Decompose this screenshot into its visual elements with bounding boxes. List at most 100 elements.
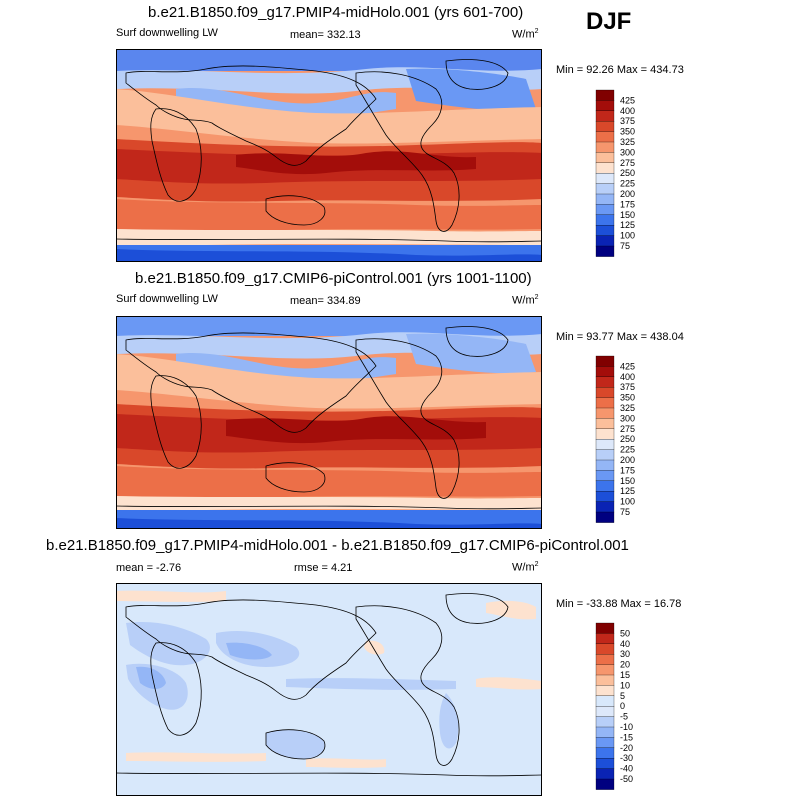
colorbar-swatch bbox=[595, 204, 615, 216]
colorbar-tick-label: 300 bbox=[620, 413, 635, 423]
season-label: DJF bbox=[586, 8, 632, 35]
colorbar-swatch bbox=[595, 387, 615, 398]
colorbar-tick-label: 425 bbox=[620, 361, 635, 371]
panel3-rmse-label: rmse = 4.21 bbox=[294, 562, 353, 574]
colorbar-swatch bbox=[595, 183, 615, 195]
colorbar-tick-label: 275 bbox=[620, 158, 635, 168]
colorbar-swatch bbox=[595, 428, 615, 440]
colorbar-swatch bbox=[595, 758, 615, 769]
colorbar-swatch bbox=[595, 397, 615, 409]
panel2-mean-label: mean= 334.89 bbox=[290, 295, 361, 307]
panel2-units-label: W/m2 bbox=[512, 294, 539, 307]
colorbar-swatch bbox=[595, 214, 615, 226]
colorbar-tick-label: 375 bbox=[620, 116, 635, 126]
colorbar-swatch bbox=[595, 407, 615, 419]
colorbar-tick-label: 275 bbox=[620, 424, 635, 434]
colorbar-tick-label: -20 bbox=[620, 743, 633, 753]
colorbar-tick-label: 75 bbox=[620, 241, 630, 251]
colorbar-tick-label: 100 bbox=[620, 231, 635, 241]
colorbar-tick-label: -15 bbox=[620, 732, 633, 742]
panel2-map bbox=[115, 316, 543, 529]
colorbar-tick-label: 250 bbox=[620, 434, 635, 444]
colorbar-swatch bbox=[595, 162, 615, 174]
panel1-colorbar-swatches bbox=[595, 89, 615, 257]
colorbar-swatch bbox=[595, 491, 615, 502]
colorbar-tick-label: 300 bbox=[620, 147, 635, 157]
colorbar-swatch bbox=[595, 622, 615, 634]
colorbar-swatch bbox=[595, 173, 615, 184]
colorbar-swatch bbox=[595, 449, 615, 461]
panel3-colorbar-swatches bbox=[595, 622, 615, 790]
colorbar-tick-label: 125 bbox=[620, 220, 635, 230]
colorbar-swatch bbox=[595, 501, 615, 513]
colorbar-tick-label: -5 bbox=[620, 712, 628, 722]
colorbar-swatch bbox=[595, 110, 615, 122]
colorbar-swatch bbox=[595, 193, 615, 205]
panel2-title: b.e21.B1850.f09_g17.CMIP6-piControl.001 … bbox=[135, 270, 532, 287]
colorbar-tick-label: 15 bbox=[620, 670, 630, 680]
colorbar-tick-label: 150 bbox=[620, 476, 635, 486]
panel1-units-label: W/m2 bbox=[512, 28, 539, 41]
panel1-colorbar: 4254003753503253002752502252001751501251… bbox=[595, 89, 635, 257]
panel1-variable-label: Surf downwelling LW bbox=[116, 27, 218, 39]
panel3-minmax-label: Min = -33.88 Max = 16.78 bbox=[556, 598, 682, 610]
colorbar-tick-label: 225 bbox=[620, 445, 635, 455]
colorbar-swatch bbox=[595, 366, 615, 378]
colorbar-swatch bbox=[595, 225, 615, 236]
colorbar-swatch bbox=[595, 152, 615, 164]
colorbar-tick-label: 200 bbox=[620, 189, 635, 199]
colorbar-swatch bbox=[595, 235, 615, 247]
colorbar-tick-label: 225 bbox=[620, 179, 635, 189]
colorbar-tick-label: 425 bbox=[620, 95, 635, 105]
colorbar-tick-label: 250 bbox=[620, 168, 635, 178]
colorbar-swatch bbox=[595, 355, 615, 367]
colorbar-swatch bbox=[595, 511, 615, 523]
colorbar-tick-label: -10 bbox=[620, 722, 633, 732]
colorbar-tick-label: 400 bbox=[620, 106, 635, 116]
panel1-minmax-label: Min = 92.26 Max = 434.73 bbox=[556, 64, 684, 76]
panel1-title: b.e21.B1850.f09_g17.PMIP4-midHolo.001 (y… bbox=[148, 4, 524, 21]
colorbar-tick-label: 40 bbox=[620, 639, 630, 649]
colorbar-tick-label: 100 bbox=[620, 497, 635, 507]
colorbar-tick-label: 350 bbox=[620, 127, 635, 137]
panel2-variable-label: Surf downwelling LW bbox=[116, 293, 218, 305]
colorbar-swatch bbox=[595, 768, 615, 780]
colorbar-swatch bbox=[595, 695, 615, 707]
panel3-map bbox=[115, 583, 543, 796]
colorbar-tick-label: 50 bbox=[620, 628, 630, 638]
colorbar-swatch bbox=[595, 121, 615, 132]
colorbar-swatch bbox=[595, 778, 615, 790]
colorbar-tick-label: 200 bbox=[620, 455, 635, 465]
colorbar-tick-label: 350 bbox=[620, 393, 635, 403]
colorbar-swatch bbox=[595, 664, 615, 676]
colorbar-swatch bbox=[595, 726, 615, 738]
colorbar-tick-label: -30 bbox=[620, 753, 633, 763]
colorbar-swatch bbox=[595, 376, 615, 388]
panel3-mean-label: mean = -2.76 bbox=[116, 562, 182, 574]
colorbar-swatch bbox=[595, 418, 615, 430]
colorbar-tick-label: 0 bbox=[620, 701, 625, 711]
colorbar-swatch bbox=[595, 747, 615, 759]
colorbar-swatch bbox=[595, 459, 615, 471]
colorbar-swatch bbox=[595, 654, 615, 665]
panel3-title: b.e21.B1850.f09_g17.PMIP4-midHolo.001 - … bbox=[46, 537, 629, 554]
colorbar-swatch bbox=[595, 737, 615, 749]
panel2-colorbar: 4254003753503253002752502252001751501251… bbox=[595, 355, 635, 523]
colorbar-swatch bbox=[595, 706, 615, 717]
colorbar-swatch bbox=[595, 716, 615, 728]
colorbar-swatch bbox=[595, 685, 615, 697]
colorbar-tick-label: 20 bbox=[620, 660, 630, 670]
colorbar-tick-label: 175 bbox=[620, 199, 635, 209]
colorbar-tick-label: 10 bbox=[620, 680, 630, 690]
colorbar-swatch bbox=[595, 480, 615, 492]
colorbar-tick-label: -40 bbox=[620, 764, 633, 774]
colorbar-swatch bbox=[595, 141, 615, 153]
colorbar-tick-label: 325 bbox=[620, 403, 635, 413]
colorbar-tick-label: 375 bbox=[620, 382, 635, 392]
colorbar-swatch bbox=[595, 633, 615, 645]
colorbar-tick-label: 30 bbox=[620, 649, 630, 659]
panel2-colorbar-swatches bbox=[595, 355, 615, 523]
colorbar-swatch bbox=[595, 439, 615, 450]
colorbar-swatch bbox=[595, 674, 615, 686]
